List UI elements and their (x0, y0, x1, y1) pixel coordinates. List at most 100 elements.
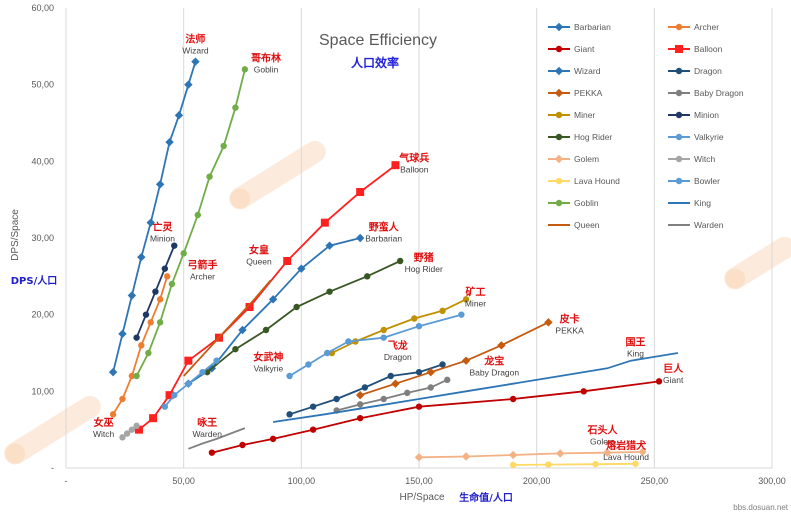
series-king (272, 352, 679, 423)
data-point-balloon (149, 414, 158, 423)
data-point-balloon (184, 356, 193, 365)
data-point-minion (133, 334, 140, 341)
data-point-barbarian (297, 264, 306, 273)
y-tick-label: 40,00 (31, 156, 54, 166)
x-axis-title: HP/Space (399, 492, 444, 503)
series-miner (328, 296, 470, 357)
data-point-bowler (171, 391, 178, 399)
data-point-miner (411, 315, 418, 322)
data-point-wizard (155, 180, 165, 189)
legend-label-wizard: Wizard (574, 66, 601, 76)
annotation-en-giant: Giant (663, 375, 684, 385)
data-point-goblin (168, 280, 176, 288)
series-bowler (161, 357, 220, 410)
data-point-goblin-legend (555, 199, 563, 207)
annotation-en-valkyrie: Valkyrie (254, 364, 284, 374)
series-warden (188, 427, 246, 450)
y-tick-label: 50,00 (31, 80, 54, 90)
annotation-cn-baby-dragon: 龙宝 (483, 355, 504, 368)
legend-item-archer: Archer (668, 22, 719, 32)
data-point-minion (142, 311, 150, 318)
data-point-goblin (206, 173, 213, 180)
annotation-en-wizard: Wizard (182, 46, 209, 56)
data-point-archer (156, 296, 164, 303)
data-point-goblin (194, 211, 201, 219)
data-point-wizard (146, 218, 155, 227)
data-point-hog-rider (293, 303, 300, 311)
data-point-valkyrie (324, 349, 331, 357)
data-point-giant (655, 378, 663, 385)
data-point-giant (269, 435, 277, 443)
data-point-barbarian (325, 241, 334, 250)
series-line-balloon (138, 164, 397, 431)
data-point-balloon (245, 303, 254, 311)
x-tick-label: 300,00 (758, 476, 786, 486)
legend-label-queen: Queen (574, 220, 600, 230)
data-point-goblin (241, 66, 249, 73)
legend-label-bowler: Bowler (694, 176, 720, 186)
data-point-pekka-legend (554, 88, 564, 98)
series-wizard (108, 57, 200, 377)
annotation-en-king: King (627, 348, 644, 358)
data-point-wizard (191, 57, 200, 66)
data-point-giant-legend (555, 45, 563, 53)
data-point-wizard (137, 252, 146, 262)
legend-label-witch: Witch (694, 154, 716, 164)
data-point-valkyrie (345, 338, 352, 345)
data-point-lava-hound (592, 460, 599, 468)
annotation-en-minion: Minion (150, 233, 175, 243)
legend-item-barbarian: Barbarian (548, 22, 611, 32)
annotation-cn-goblin: 哥布林 (251, 52, 282, 65)
data-point-baby-dragon (427, 384, 434, 391)
legend-label-miner: Miner (574, 110, 595, 120)
series-line-queen (183, 279, 272, 377)
series-line-miner (331, 298, 467, 354)
annotation-en-witch: Witch (93, 429, 115, 439)
series-line-goblin (135, 69, 246, 377)
annotation-cn-minion: 亡灵 (152, 220, 173, 233)
y-tick-label: 20,00 (31, 310, 54, 320)
x-tick-label: 50,00 (172, 476, 195, 486)
data-point-bowler (161, 403, 169, 410)
data-point-hog-rider (262, 326, 270, 334)
series-balloon (134, 161, 400, 434)
data-point-valkyrie (305, 361, 312, 368)
series-golem (414, 447, 647, 462)
data-point-minion (171, 242, 178, 249)
data-point-golem (508, 450, 518, 460)
data-point-bowler (213, 357, 220, 364)
data-point-archer-legend (675, 23, 683, 31)
annotation-en-lava-hound: Lava Hound (603, 452, 649, 462)
annotation-cn-giant: 巨人 (663, 362, 684, 375)
data-point-witch (123, 430, 131, 437)
legend-item-minion: Minion (668, 110, 719, 120)
series-giant (208, 378, 663, 456)
series-queen (183, 279, 272, 377)
legend-item-bowler: Bowler (668, 176, 720, 186)
legend-item-queen: Queen (548, 220, 600, 230)
annotation-en-archer: Archer (190, 272, 215, 282)
legend-label-hog-rider: Hog Rider (574, 132, 612, 142)
data-point-dragon (286, 411, 293, 418)
series-valkyrie (286, 311, 465, 380)
legend-label-lava-hound: Lava Hound (574, 176, 620, 186)
annotation-cn-pekka: 皮卡 (559, 312, 580, 325)
data-point-goblin (220, 142, 227, 150)
data-point-golem (556, 449, 565, 458)
data-point-balloon (320, 218, 329, 227)
y-axis-ticks: - 10,00 20,00 30,00 40,00 50,00 60,00 (31, 3, 54, 473)
data-point-minion (161, 265, 169, 272)
series-pekka (355, 318, 553, 400)
legend-item-baby-dragon: Baby Dragon (668, 88, 744, 98)
annotation-cn-miner: 矿工 (465, 286, 485, 299)
